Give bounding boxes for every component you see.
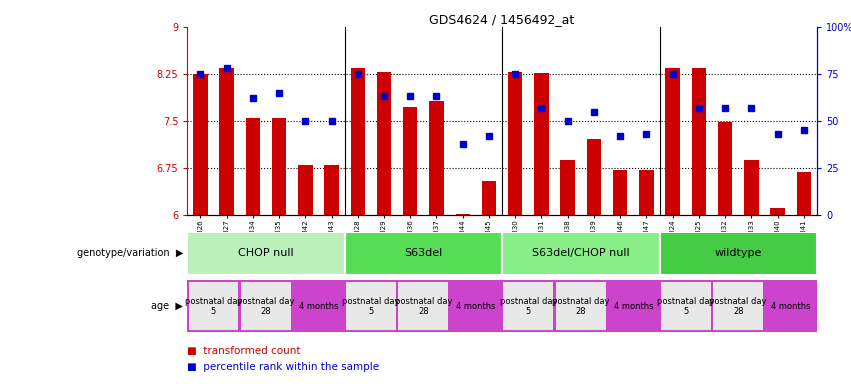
Bar [271,118,286,215]
Bar [508,72,523,215]
Bar [744,160,758,215]
Text: genotype/variation  ▶: genotype/variation ▶ [77,248,183,258]
Bar [455,214,470,215]
Bar [692,68,706,215]
Text: 4 months: 4 months [299,302,338,311]
Text: age  ▶: age ▶ [151,301,183,311]
Bar [377,72,391,215]
Text: postnatal day
5: postnatal day 5 [657,296,715,316]
Text: 4 months: 4 months [614,302,653,311]
Bar [665,68,680,215]
Bar [613,170,627,215]
Bar [324,165,339,215]
Bar [661,282,711,330]
Bar [586,139,601,215]
Text: 4 months: 4 months [771,302,810,311]
Bar [298,165,312,215]
Bar [246,118,260,215]
Bar [189,282,238,330]
Text: S63del: S63del [404,248,443,258]
Bar [345,232,502,275]
Bar [561,160,575,215]
Bar [351,68,365,215]
Text: CHOP null: CHOP null [238,248,294,258]
Bar [770,207,785,215]
Bar [220,68,234,215]
Bar [534,73,549,215]
Text: postnatal day
5: postnatal day 5 [342,296,400,316]
Text: postnatal day
5: postnatal day 5 [500,296,557,316]
Text: postnatal day
28: postnatal day 28 [395,296,452,316]
Text: postnatal day
28: postnatal day 28 [237,296,294,316]
Text: ■  transformed count: ■ transformed count [187,346,300,356]
Text: S63del/CHOP null: S63del/CHOP null [532,248,630,258]
Bar [797,172,811,215]
Text: postnatal day
28: postnatal day 28 [552,296,609,316]
Text: postnatal day
5: postnatal day 5 [185,296,243,316]
Text: wildtype: wildtype [715,248,762,258]
Bar [718,122,733,215]
Bar [639,170,654,215]
Text: 4 months: 4 months [456,302,495,311]
Text: postnatal day
28: postnatal day 28 [710,296,767,316]
Bar [187,232,345,275]
Bar [502,232,660,275]
Bar [346,282,396,330]
Bar [193,74,208,215]
Text: ■  percentile rank within the sample: ■ percentile rank within the sample [187,362,380,372]
Title: GDS4624 / 1456492_at: GDS4624 / 1456492_at [430,13,574,26]
Bar [660,232,817,275]
Bar [713,282,763,330]
Bar [241,282,291,330]
Bar [504,282,553,330]
Bar [403,107,418,215]
Bar [482,180,496,215]
Bar [429,101,443,215]
Bar [398,282,448,330]
Bar [556,282,606,330]
